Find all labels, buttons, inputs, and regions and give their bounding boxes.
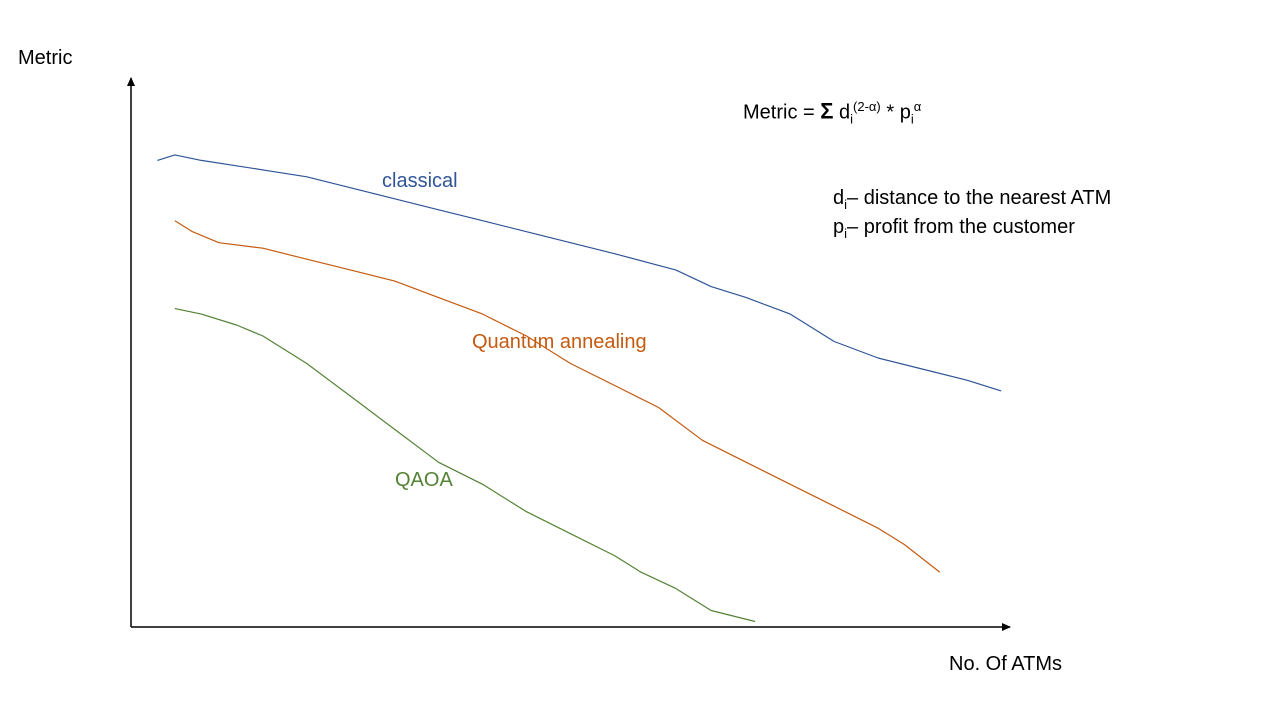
y-axis-label: Metric bbox=[18, 47, 73, 69]
formula-d-sub: i bbox=[850, 111, 854, 127]
definition-sub: i bbox=[844, 226, 848, 241]
sigma-symbol: Σ bbox=[820, 98, 834, 124]
x-axis-label: No. Of ATMs bbox=[949, 653, 1062, 675]
formula-p: p bbox=[899, 101, 911, 124]
formula-lhs: Metric = bbox=[743, 101, 815, 124]
formula-d-exp: (2-α) bbox=[853, 99, 881, 114]
series-label-qaoa: QAOA bbox=[395, 469, 453, 491]
definition-profit: pi– profit from the customer bbox=[833, 217, 1075, 240]
series-label-classical: classical bbox=[382, 170, 458, 192]
series-line-classical bbox=[157, 154, 1002, 392]
formula-times: * bbox=[886, 101, 895, 124]
metric-formula: Metric = Σ di(2-α) * piα bbox=[743, 100, 921, 126]
definition-var: p bbox=[833, 216, 845, 238]
series-line-quantum-annealing bbox=[174, 220, 941, 573]
definition-var: d bbox=[833, 187, 845, 209]
definition-text: – distance to the nearest ATM bbox=[847, 187, 1112, 209]
formula-d: d bbox=[839, 101, 851, 124]
definition-text: – profit from the customer bbox=[847, 216, 1075, 238]
formula-p-exp: α bbox=[913, 99, 922, 114]
definition-sub: i bbox=[844, 197, 848, 212]
series-line-qaoa bbox=[174, 308, 756, 623]
formula-p-sub: i bbox=[910, 111, 914, 127]
definition-distance: di– distance to the nearest ATM bbox=[833, 188, 1111, 211]
series-label-quantum-annealing: Quantum annealing bbox=[472, 331, 647, 353]
